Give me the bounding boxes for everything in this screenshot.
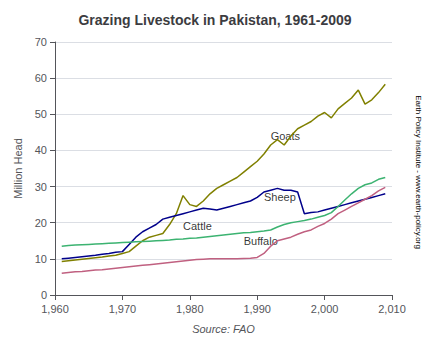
svg-text:2,010: 2,010 <box>378 303 406 315</box>
svg-text:Source: FAO: Source: FAO <box>192 323 255 335</box>
svg-text:30: 30 <box>35 181 47 193</box>
svg-text:Sheep: Sheep <box>264 191 296 203</box>
svg-text:50: 50 <box>35 108 47 120</box>
svg-text:Grazing Livestock in Pakistan,: Grazing Livestock in Pakistan, 1961-2009 <box>78 12 351 28</box>
svg-text:0: 0 <box>41 289 47 301</box>
svg-text:Million Head: Million Head <box>12 138 24 199</box>
svg-text:1,980: 1,980 <box>176 303 204 315</box>
svg-text:20: 20 <box>35 217 47 229</box>
svg-text:Cattle: Cattle <box>183 220 212 232</box>
svg-text:1,960: 1,960 <box>41 303 69 315</box>
svg-text:40: 40 <box>35 144 47 156</box>
svg-text:Buffalo: Buffalo <box>243 234 278 247</box>
svg-text:1,970: 1,970 <box>109 303 137 315</box>
svg-text:70: 70 <box>35 36 47 48</box>
svg-text:60: 60 <box>35 72 47 84</box>
svg-text:1,990: 1,990 <box>243 303 271 315</box>
svg-text:Goats: Goats <box>271 130 301 142</box>
svg-text:2,000: 2,000 <box>311 303 339 315</box>
svg-text:Earth Policy Institute - www.e: Earth Policy Institute - www.earth-polic… <box>414 95 423 249</box>
svg-text:10: 10 <box>35 253 47 265</box>
